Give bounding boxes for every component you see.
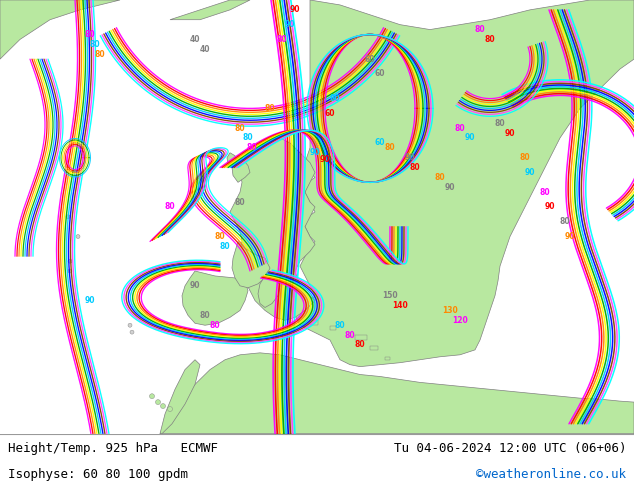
Polygon shape bbox=[230, 138, 315, 320]
Circle shape bbox=[167, 407, 172, 412]
Circle shape bbox=[128, 323, 132, 327]
Text: 80: 80 bbox=[235, 197, 245, 207]
Polygon shape bbox=[295, 0, 634, 367]
Text: Isophyse: 60 80 100 gpdm: Isophyse: 60 80 100 gpdm bbox=[8, 468, 188, 481]
Text: 80: 80 bbox=[210, 321, 220, 330]
Text: 120: 120 bbox=[452, 316, 468, 325]
Text: 80: 80 bbox=[335, 321, 346, 330]
Circle shape bbox=[76, 235, 80, 239]
Text: 80: 80 bbox=[235, 123, 245, 133]
Polygon shape bbox=[182, 271, 248, 325]
Circle shape bbox=[130, 330, 134, 334]
Polygon shape bbox=[170, 0, 250, 20]
Text: 80: 80 bbox=[345, 331, 355, 340]
Text: 90: 90 bbox=[525, 168, 535, 177]
Text: 90: 90 bbox=[310, 148, 320, 157]
Text: 90: 90 bbox=[285, 20, 295, 29]
Text: 80: 80 bbox=[495, 119, 505, 128]
Circle shape bbox=[150, 394, 155, 399]
Text: 90: 90 bbox=[565, 232, 575, 241]
Polygon shape bbox=[227, 153, 237, 168]
Text: 80: 80 bbox=[200, 311, 210, 320]
Text: 80: 80 bbox=[484, 35, 495, 44]
Circle shape bbox=[68, 259, 72, 263]
Text: 80: 80 bbox=[276, 35, 287, 44]
Text: 90: 90 bbox=[85, 296, 95, 305]
Text: 60: 60 bbox=[375, 138, 385, 147]
Text: Height/Temp. 925 hPa   ECMWF: Height/Temp. 925 hPa ECMWF bbox=[8, 442, 217, 455]
Text: 80: 80 bbox=[385, 144, 396, 152]
Text: 90: 90 bbox=[465, 133, 476, 143]
Text: 90: 90 bbox=[505, 128, 515, 138]
Text: ©weatheronline.co.uk: ©weatheronline.co.uk bbox=[476, 468, 626, 481]
Polygon shape bbox=[160, 360, 200, 434]
Text: 80: 80 bbox=[475, 25, 485, 34]
Text: 80: 80 bbox=[243, 133, 254, 143]
Text: 140: 140 bbox=[392, 301, 408, 310]
Text: 90: 90 bbox=[290, 5, 301, 14]
Text: 80: 80 bbox=[435, 173, 445, 182]
Text: 80: 80 bbox=[264, 104, 275, 113]
Text: 90: 90 bbox=[404, 153, 415, 162]
Text: 90: 90 bbox=[545, 202, 555, 212]
Text: 90: 90 bbox=[444, 183, 455, 192]
Text: 80: 80 bbox=[94, 49, 105, 59]
Text: 80: 80 bbox=[89, 40, 100, 49]
Text: 40: 40 bbox=[200, 45, 210, 54]
Text: 80: 80 bbox=[560, 217, 571, 226]
Text: 80: 80 bbox=[220, 242, 230, 251]
Text: 40: 40 bbox=[190, 35, 200, 44]
Circle shape bbox=[155, 400, 160, 405]
Text: 130: 130 bbox=[442, 306, 458, 315]
Polygon shape bbox=[355, 335, 367, 340]
Polygon shape bbox=[385, 357, 390, 360]
Text: 80: 80 bbox=[410, 163, 420, 172]
Text: 80: 80 bbox=[455, 123, 465, 133]
Polygon shape bbox=[370, 346, 378, 350]
Text: 90: 90 bbox=[190, 281, 200, 290]
Polygon shape bbox=[258, 271, 280, 308]
Circle shape bbox=[160, 404, 165, 409]
Text: 80: 80 bbox=[330, 94, 340, 103]
Circle shape bbox=[66, 215, 70, 219]
Text: 60: 60 bbox=[325, 109, 335, 118]
Text: 80: 80 bbox=[520, 153, 530, 162]
Text: 80: 80 bbox=[354, 341, 365, 349]
Circle shape bbox=[68, 269, 72, 273]
Text: 80: 80 bbox=[247, 144, 257, 152]
Text: 60: 60 bbox=[375, 70, 385, 78]
Polygon shape bbox=[160, 353, 634, 434]
Text: 80: 80 bbox=[540, 188, 550, 196]
Text: 150: 150 bbox=[382, 291, 398, 300]
Polygon shape bbox=[232, 242, 270, 288]
Text: Tu 04-06-2024 12:00 UTC (06+06): Tu 04-06-2024 12:00 UTC (06+06) bbox=[394, 442, 626, 455]
Text: 60: 60 bbox=[365, 54, 375, 64]
Text: 90: 90 bbox=[320, 155, 330, 164]
Polygon shape bbox=[330, 326, 336, 330]
Polygon shape bbox=[232, 156, 250, 182]
Polygon shape bbox=[0, 0, 120, 59]
Text: 80: 80 bbox=[85, 30, 95, 39]
Text: 80: 80 bbox=[165, 202, 176, 212]
Polygon shape bbox=[310, 320, 318, 325]
Text: 80: 80 bbox=[215, 232, 225, 241]
